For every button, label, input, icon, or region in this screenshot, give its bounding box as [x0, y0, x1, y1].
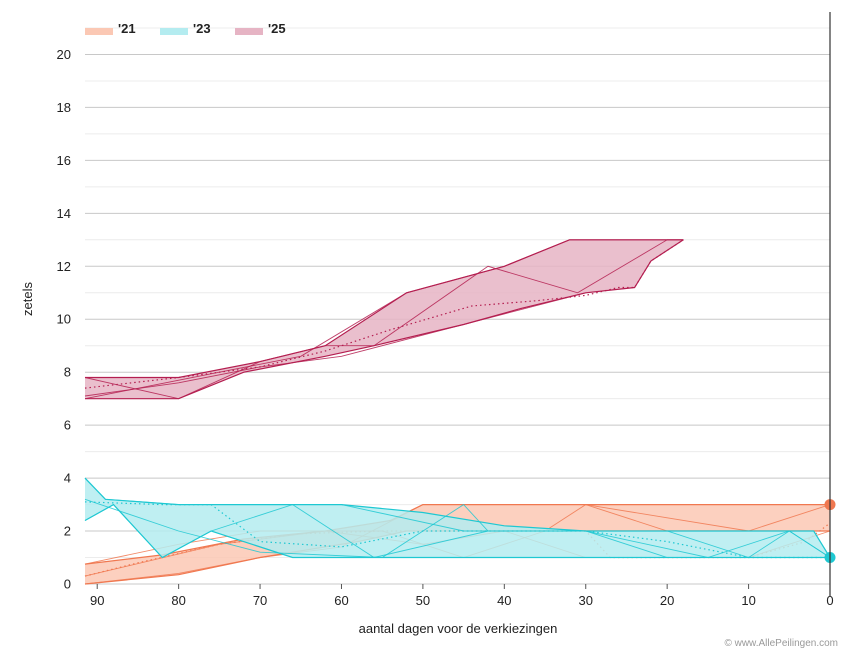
series-bands: [84, 239, 836, 585]
y-tick-label: 14: [57, 206, 71, 221]
x-axis-title: aantal dagen voor de verkiezingen: [359, 621, 558, 636]
poll-line: [84, 292, 586, 397]
x-tick-label: 0: [826, 593, 833, 608]
series-group: [84, 239, 684, 400]
x-tick-label: 10: [741, 593, 755, 608]
poll-line: [84, 239, 684, 400]
legend: '21 '23 '25: [85, 21, 286, 36]
gridlines: [85, 27, 830, 585]
credit-text: © www.AllePeilingen.com: [724, 638, 838, 649]
x-tick-label: 40: [497, 593, 511, 608]
legend-label: '21: [118, 21, 136, 36]
x-tick-label: 70: [253, 593, 267, 608]
legend-label: '25: [268, 21, 286, 36]
range-band: [85, 478, 830, 558]
legend-swatch: [85, 28, 113, 35]
legend-label: '23: [193, 21, 211, 36]
x-tick-label: 60: [334, 593, 348, 608]
x-tick-label: 50: [416, 593, 430, 608]
x-tick-label: 90: [90, 593, 104, 608]
x-tick-label: 80: [171, 593, 185, 608]
y-tick-label: 16: [57, 153, 71, 168]
legend-swatch: [160, 28, 188, 35]
axes: 0 2 4 6 8 10 12 14 16 18 20 90 80 70 60 50 40 30 20 10 0: [57, 12, 834, 608]
y-tick-label: 4: [64, 471, 71, 486]
range-band: [85, 504, 830, 584]
y-tick-label: 18: [57, 100, 71, 115]
trend-line: [84, 239, 684, 389]
y-tick-label: 10: [57, 312, 71, 327]
y-tick-label: 6: [64, 418, 71, 433]
y-tick-label: 12: [57, 259, 71, 274]
legend-swatch: [235, 28, 263, 35]
x-tick-label: 30: [579, 593, 593, 608]
y-tick-label: 20: [57, 47, 71, 62]
x-tick-label: 20: [660, 593, 674, 608]
poll-line: [84, 504, 830, 559]
series-group: [84, 477, 836, 564]
y-tick-label: 8: [64, 365, 71, 380]
trend-line: [84, 501, 830, 559]
y-axis-title: zetels: [20, 282, 35, 316]
y-tick-label: 2: [64, 524, 71, 539]
y-tick-label: 0: [64, 577, 71, 592]
